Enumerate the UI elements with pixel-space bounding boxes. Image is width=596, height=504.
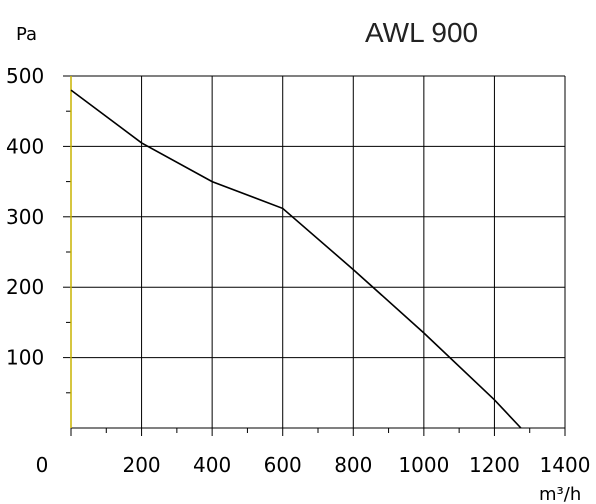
x-tick-label-600: 600 [264, 453, 302, 477]
x-axis-label: m³/h [539, 484, 581, 504]
y-axis-label: Pa [16, 24, 37, 45]
axes [63, 75, 566, 436]
tick-labels: 0 200 400 600 800 1000 1200 1400 100 200 300 400 500 [6, 64, 590, 477]
grid [71, 75, 566, 428]
y-tick-label-200: 200 [6, 275, 44, 299]
series-line-0 [70, 89, 522, 429]
x-tick-label-1200: 1200 [469, 453, 520, 477]
x-tick-label-1400: 1400 [540, 453, 591, 477]
y-tick-label-100: 100 [6, 346, 44, 370]
x-tick-label-0: 0 [36, 453, 49, 477]
y-tick-label-500: 500 [6, 64, 44, 88]
y-tick-label-300: 300 [6, 205, 44, 229]
x-tick-label-400: 400 [193, 453, 231, 477]
x-tick-label-1000: 1000 [398, 453, 449, 477]
x-tick-label-200: 200 [122, 453, 160, 477]
chart-title: AWL 900 [365, 17, 478, 48]
x-tick-label-800: 800 [334, 453, 372, 477]
y-tick-label-400: 400 [6, 134, 44, 158]
series [70, 89, 522, 429]
